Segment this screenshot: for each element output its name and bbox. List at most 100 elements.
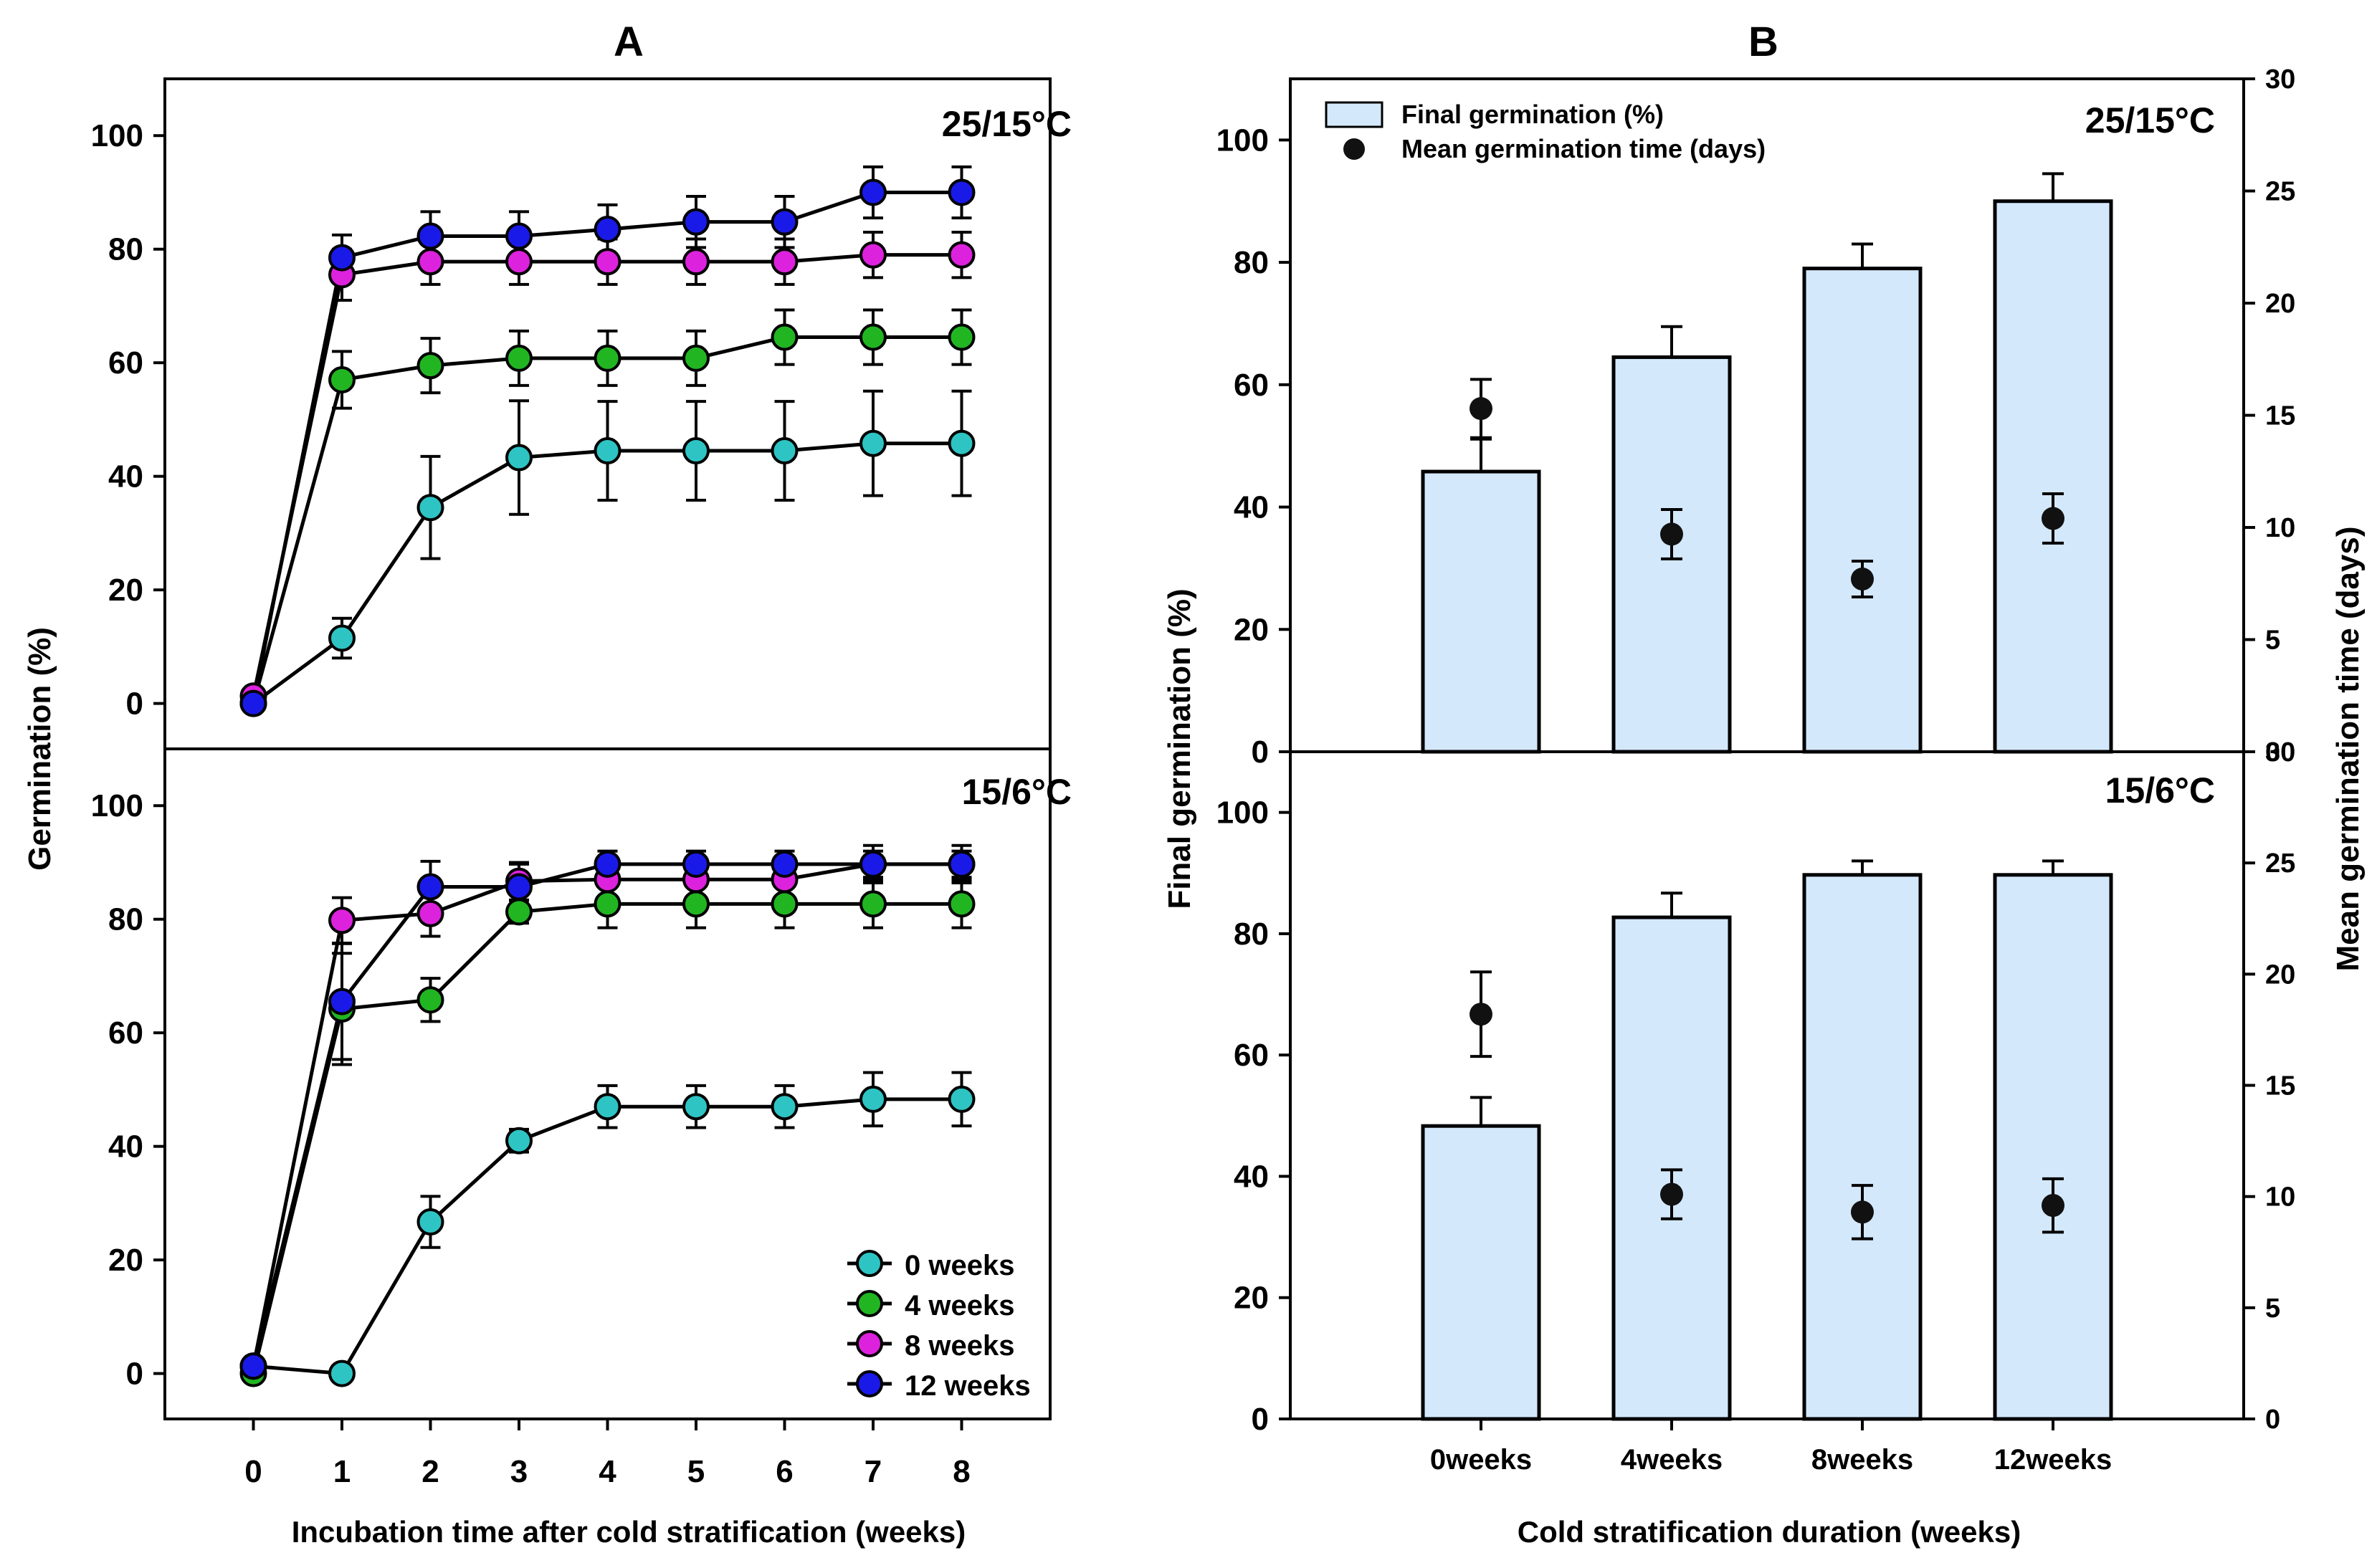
panel-b-bottom-mgt-point-12weeks bbox=[2042, 1194, 2064, 1218]
panel-b-legend: Final germination (%) Mean germination t… bbox=[1325, 100, 1766, 163]
panel-b-bottom-bar-errorbar-12weeks bbox=[2042, 859, 2064, 875]
panel-b-bottom-y-tick-label-40: 40 bbox=[1234, 1159, 1269, 1194]
panel-a-top-y-axis: 0 20 40 60 80 100 bbox=[91, 118, 165, 722]
legend-label-12-weeks: 12 weeks bbox=[905, 1370, 1031, 1402]
panel-b-bottom-bar-errorbar-0weeks bbox=[1470, 1096, 1492, 1127]
panel-a-bottom-point-12-weeks-x5 bbox=[682, 850, 710, 878]
panel-a-top-plot bbox=[239, 165, 976, 717]
panel-a-bottom-point-8-weeks-x2 bbox=[416, 899, 444, 927]
panel-a-bottom-point-12-weeks-x0 bbox=[239, 1352, 267, 1380]
panel-b-x-label: Cold stratification duration (weeks) bbox=[1518, 1515, 2021, 1549]
panel-a-bottom-y-tick-label-60: 60 bbox=[108, 1015, 143, 1051]
panel-b-bottom-y-right-tick-label-0: 0 bbox=[2265, 1405, 2280, 1435]
panel-b-top-y-tick-label-0: 0 bbox=[1252, 735, 1269, 770]
panel-a-top-point-12-weeks-x2 bbox=[416, 222, 444, 250]
panel-b-top-bar-errorbar-0weeks bbox=[1470, 437, 1492, 472]
panel-a-bottom-point-0-weeks-x3 bbox=[505, 1127, 533, 1155]
panel-a-bottom-point-8-weeks-x1 bbox=[328, 907, 356, 934]
panel-a-top-point-12-weeks-x1 bbox=[328, 244, 356, 272]
panel-a-top-y-tick-label-40: 40 bbox=[108, 459, 143, 494]
panel-b-top-y-right-tick-label-20: 20 bbox=[2265, 289, 2295, 319]
panel-b-top-title: 25/15°C bbox=[2085, 100, 2215, 140]
legend-label-0-weeks: 0 weeks bbox=[905, 1250, 1014, 1281]
panel-a-top-point-8-weeks-x2 bbox=[416, 248, 444, 276]
panel-a-top-y-tick-label-20: 20 bbox=[108, 573, 143, 608]
panel-b-top-bar-errorbar-8weeks bbox=[1852, 242, 1873, 269]
panel-a-bottom-point-12-weeks-x8 bbox=[948, 850, 976, 878]
panel-b-y-label: Final germination (%) bbox=[1162, 588, 1197, 909]
panel-a-top-point-8-weeks-x5 bbox=[682, 248, 710, 276]
panel-b-bottom-y-tick-label-20: 20 bbox=[1234, 1281, 1269, 1316]
panel-a-top-point-4-weeks-x6 bbox=[771, 323, 799, 351]
legend-item-0-weeks: 0 weeks bbox=[847, 1250, 1014, 1281]
panel-a-top-point-4-weeks-x2 bbox=[416, 352, 444, 380]
panel-a-top-point-4-weeks-x4 bbox=[594, 344, 621, 372]
panel-a-top-point-0-weeks-x1 bbox=[328, 624, 356, 652]
panel-a-x-tick-label-1: 1 bbox=[333, 1454, 351, 1489]
panel-a-top-point-0-weeks-x7 bbox=[859, 429, 887, 457]
panel-b-bottom-y-tick-label-100: 100 bbox=[1216, 795, 1269, 831]
panel-a-top-point-12-weeks-x8 bbox=[948, 178, 976, 206]
panel-b-top-right-y-axis: 0 5 10 15 20 25 30 bbox=[2244, 64, 2295, 768]
panel-a-top-y-tick-label-100: 100 bbox=[91, 118, 143, 153]
panel-a-bottom-point-12-weeks-x2 bbox=[416, 873, 444, 901]
panel-b-frame bbox=[1289, 77, 2245, 1420]
panel-b-bottom-mgt-point-0weeks bbox=[1470, 1003, 1492, 1026]
panel-a-bottom-point-12-weeks-x4 bbox=[594, 850, 621, 878]
panel-b-top-y-tick-label-40: 40 bbox=[1234, 490, 1269, 525]
panel-a-top-point-4-weeks-x7 bbox=[859, 323, 887, 351]
legend-point-label: Mean germination time (days) bbox=[1401, 134, 1766, 163]
panel-b-bottom-bar-errorbar-4weeks bbox=[1661, 891, 1682, 918]
panel-a-top-y-tick-label-60: 60 bbox=[108, 345, 143, 381]
panel-b-top-mgt-point-4weeks bbox=[1660, 522, 1683, 546]
panel-b-bottom-y-tick-label-80: 80 bbox=[1234, 917, 1269, 952]
panel-b-bottom-y-right-tick-label-10: 10 bbox=[2265, 1182, 2295, 1213]
panel-a-x-tick-label-7: 7 bbox=[865, 1454, 882, 1489]
panel-a-bottom-point-0-weeks-x6 bbox=[771, 1093, 799, 1121]
panel-a-top-point-0-weeks-x4 bbox=[594, 437, 621, 465]
panel-b-x-axis: 0weeks 4weeks 8weeks 12weeks bbox=[1430, 1419, 2112, 1476]
panel-a-bottom-y-axis: 0 20 40 60 80 100 bbox=[91, 788, 165, 1392]
panel-a-top-point-12-weeks-x7 bbox=[859, 178, 887, 206]
panel-b-top-bar-12weeks bbox=[1993, 199, 2113, 754]
panel-b-y-label-right: Mean germination time (days) bbox=[2330, 526, 2366, 971]
panel-b-bottom-bar-errorbar-8weeks bbox=[1852, 859, 1873, 875]
legend-item-12-weeks: 12 weeks bbox=[847, 1370, 1031, 1402]
panel-a-bottom-point-12-weeks-x7 bbox=[859, 850, 887, 878]
panel-b-top-y-axis: 0 20 40 60 80 100 bbox=[1216, 123, 1290, 770]
panel-a-label: A bbox=[614, 19, 644, 65]
panel-b-bottom-y-right-tick-label-20: 20 bbox=[2265, 960, 2295, 990]
legend-bar-swatch bbox=[1325, 101, 1383, 128]
panel-a-bottom-point-4-weeks-x5 bbox=[682, 890, 710, 918]
panel-b-bottom-title: 15/6°C bbox=[2105, 770, 2215, 811]
panel-a-bottom-point-4-weeks-x2 bbox=[416, 986, 444, 1014]
panel-a-top-point-12-weeks-x5 bbox=[682, 208, 710, 236]
panel-a-bottom-title: 15/6°C bbox=[962, 772, 1072, 812]
panel-b-x-tick-label-0weeks: 0weeks bbox=[1430, 1444, 1532, 1476]
panel-b-bottom-y-tick-label-0: 0 bbox=[1252, 1402, 1269, 1437]
panel-a-bottom-y-tick-label-100: 100 bbox=[91, 788, 143, 823]
panel-a-bottom-point-4-weeks-x6 bbox=[771, 890, 799, 918]
panel-a-x-tick-label-8: 8 bbox=[953, 1454, 970, 1489]
panel-b-bottom-y-right-tick-label-15: 15 bbox=[2265, 1071, 2295, 1101]
panel-a-x-tick-label-0: 0 bbox=[244, 1454, 262, 1489]
panel-b-top-y-tick-label-100: 100 bbox=[1216, 123, 1269, 158]
panel-a-y-label: Germination (%) bbox=[22, 627, 57, 871]
panel-b-bottom-y-right-tick-label-30: 30 bbox=[2265, 737, 2295, 768]
panel-b-top-y-right-tick-label-10: 10 bbox=[2265, 513, 2295, 543]
panel-a-bottom-point-0-weeks-x7 bbox=[859, 1085, 887, 1113]
panel-a-bottom-y-tick-label-20: 20 bbox=[108, 1243, 143, 1278]
panel-a-top-point-8-weeks-x4 bbox=[594, 248, 621, 276]
panel-b-bottom-right-y-axis: 0 5 10 15 20 25 30 bbox=[2244, 737, 2295, 1435]
panel-b-top-mgt-point-12weeks bbox=[2042, 507, 2064, 530]
legend-point-marker bbox=[1343, 138, 1365, 160]
panel-a-top-point-0-weeks-x8 bbox=[948, 429, 976, 457]
panel-a-bottom-point-0-weeks-x8 bbox=[948, 1085, 976, 1113]
panel-b-top-bar-0weeks bbox=[1421, 469, 1541, 754]
panel-a-bottom-point-12-weeks-x3 bbox=[505, 873, 533, 901]
panel-a-bottom-point-12-weeks-x6 bbox=[771, 850, 799, 878]
legend-label-4-weeks: 4 weeks bbox=[905, 1290, 1014, 1321]
panel-a-bottom-point-4-weeks-x4 bbox=[594, 890, 621, 918]
panel-b-top-bar-errorbar-12weeks bbox=[2042, 172, 2064, 201]
